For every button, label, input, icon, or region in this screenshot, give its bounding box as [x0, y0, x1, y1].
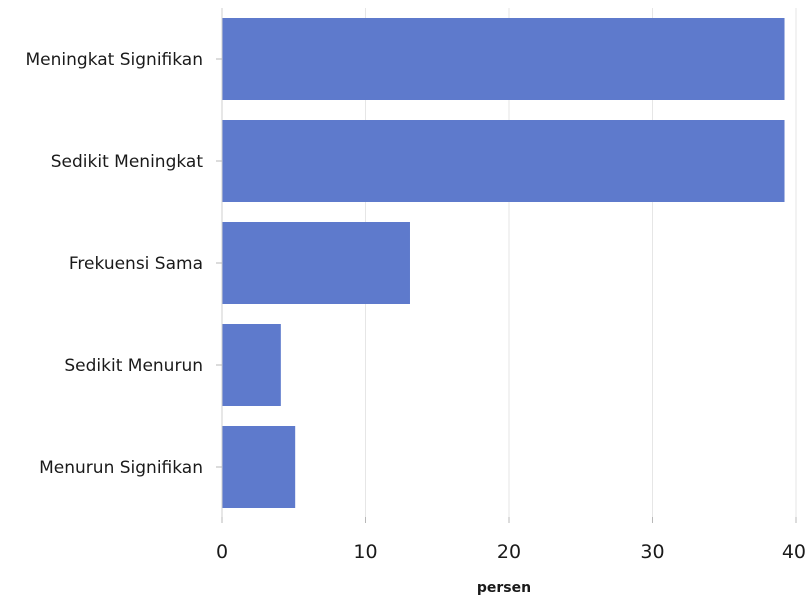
bar	[222, 426, 296, 508]
category-label: Meningkat Signifikan	[26, 50, 203, 70]
x-tick-label: 10	[353, 541, 377, 563]
bar	[222, 222, 410, 304]
x-tick-label: 0	[216, 541, 228, 563]
bar	[222, 120, 785, 202]
category-label: Menurun Signifikan	[39, 458, 203, 478]
x-tick-label: 20	[497, 541, 521, 563]
y-axis-ticks: Meningkat Signifikan Sedikit Meningkat Fre…	[26, 50, 222, 478]
x-axis-title: persen	[477, 580, 531, 596]
category-label: Sedikit Meningkat	[51, 152, 204, 172]
category-label: Sedikit Menurun	[64, 356, 203, 376]
bar	[222, 18, 785, 100]
x-axis-ticks: 0 10 20 30 40	[216, 517, 806, 563]
bars	[222, 18, 785, 508]
category-label: Frekuensi Sama	[69, 254, 203, 274]
x-tick-label: 40	[782, 541, 806, 563]
x-tick-label: 30	[640, 541, 664, 563]
bar	[222, 324, 281, 406]
